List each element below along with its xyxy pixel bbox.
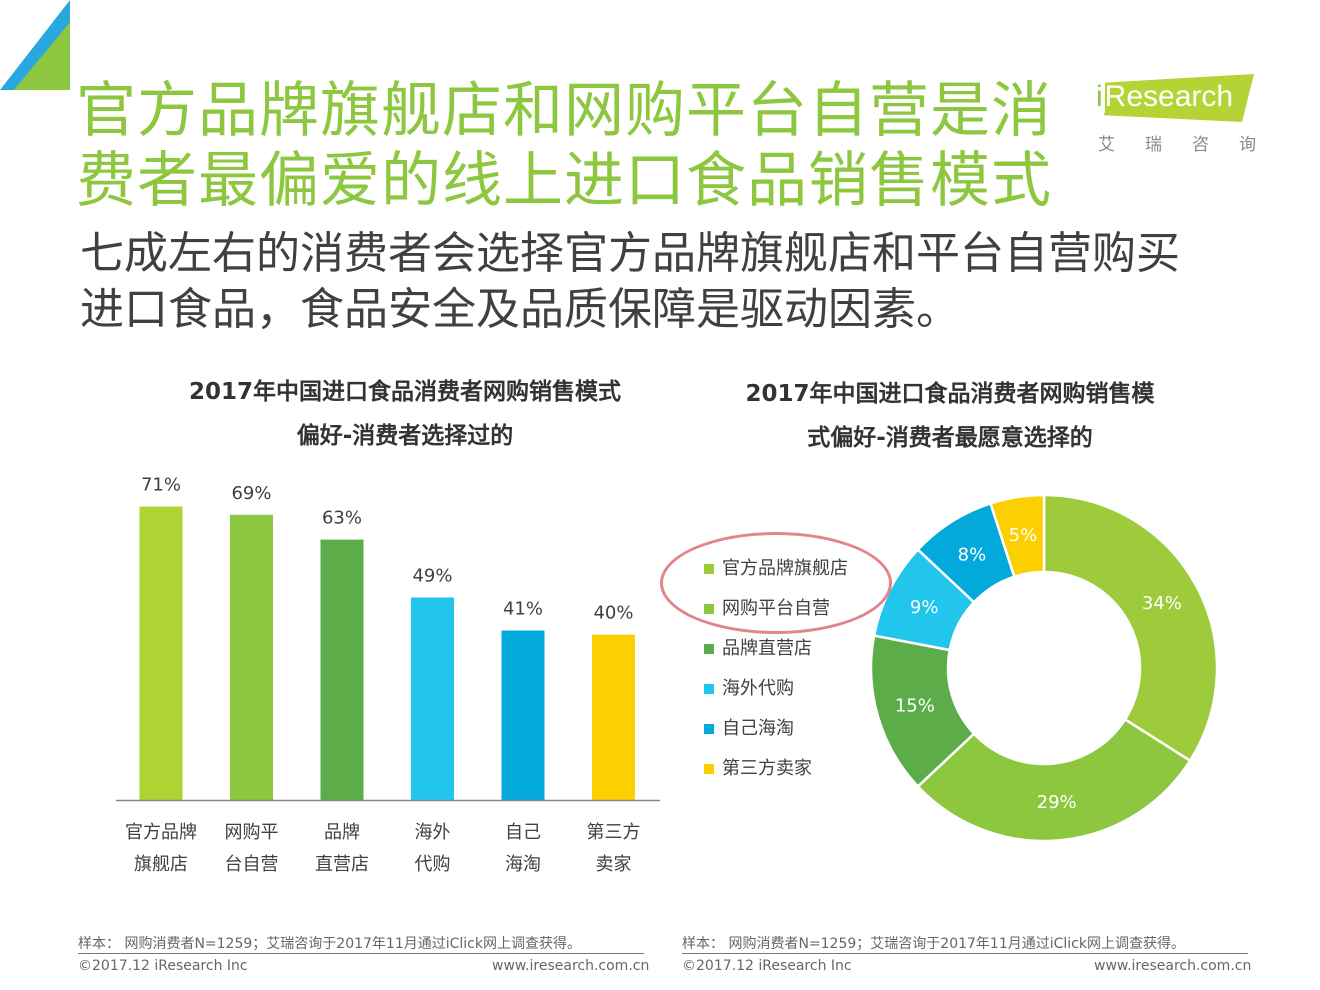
legend-swatch-1 bbox=[704, 604, 714, 614]
footnote-left-copyright: ©2017.12 iResearch Inc bbox=[78, 958, 248, 974]
bar-4 bbox=[501, 630, 545, 800]
bar-value-label-1: 69% bbox=[231, 483, 271, 504]
donut-value-label-4: 8% bbox=[958, 544, 987, 565]
bar-value-label-3: 49% bbox=[412, 565, 452, 586]
footnote-right-rule bbox=[682, 953, 1248, 954]
bar-category-label-1-line2: 台自营 bbox=[225, 854, 279, 875]
legend-item-3: 海外代购 bbox=[704, 676, 848, 716]
legend-item-2: 品牌直营店 bbox=[704, 636, 848, 676]
corner-decoration bbox=[0, 0, 70, 90]
bar-category-label-3-line2: 代购 bbox=[415, 854, 451, 875]
donut-value-label-3: 9% bbox=[910, 597, 939, 618]
bar-category-label-2-line1: 品牌 bbox=[324, 822, 360, 843]
bar-value-label-4: 41% bbox=[503, 599, 543, 620]
bar-category-label-0-line1: 官方品牌 bbox=[125, 822, 197, 843]
iresearch-logo: iResearch 艾瑞咨询 bbox=[1090, 70, 1260, 160]
bar-0 bbox=[139, 506, 183, 800]
legend-item-4: 自己海淘 bbox=[704, 716, 848, 756]
legend-label-4: 自己海淘 bbox=[722, 718, 794, 739]
donut-slice-1 bbox=[916, 717, 1192, 843]
legend-label-0: 官方品牌旗舰店 bbox=[722, 558, 848, 579]
donut-value-label-2: 15% bbox=[895, 696, 935, 717]
donut-chart-title-line1: 2017年中国进口食品消费者网购销售模 bbox=[745, 381, 1155, 407]
legend-label-1: 网购平台自营 bbox=[722, 598, 830, 619]
legend-swatch-0 bbox=[704, 564, 714, 574]
bar-chart-title-line2: 偏好-消费者选择过的 bbox=[296, 423, 514, 449]
legend-swatch-5 bbox=[704, 764, 714, 774]
bar-category-label-5-line2: 卖家 bbox=[596, 854, 632, 875]
legend-swatch-3 bbox=[704, 684, 714, 694]
legend-label-3: 海外代购 bbox=[722, 678, 794, 699]
bar-category-label-4-line2: 海淘 bbox=[505, 854, 541, 875]
footnote-left-sample: 样本： 网购消费者N=1259；艾瑞咨询于2017年11月通过iClick网上调… bbox=[78, 936, 581, 952]
bar-category-label-5-line1: 第三方 bbox=[587, 822, 641, 843]
footnote-right-copyright: ©2017.12 iResearch Inc bbox=[682, 958, 852, 974]
logo-brand-text: iResearch bbox=[1094, 80, 1234, 113]
bar-chart-title: 2017年中国进口食品消费者网购销售模式 偏好-消费者选择过的 bbox=[150, 370, 660, 458]
bar-category-label-0-line2: 旗舰店 bbox=[134, 854, 188, 875]
page-subtitle: 七成左右的消费者会选择官方品牌旗舰店和平台自营购买进口食品，食品安全及品质保障是… bbox=[80, 228, 1180, 335]
bar-2 bbox=[320, 539, 364, 800]
legend-item-5: 第三方卖家 bbox=[704, 756, 848, 796]
legend-item-1: 网购平台自营 bbox=[704, 596, 848, 636]
bar-value-label-0: 71% bbox=[141, 475, 181, 496]
footnote-right-url: www.iresearch.com.cn bbox=[1094, 958, 1252, 974]
logo-band bbox=[1104, 74, 1254, 122]
page-number: 23 bbox=[1280, 954, 1306, 978]
legend-swatch-2 bbox=[704, 644, 714, 654]
highlight-ellipse bbox=[660, 532, 892, 634]
bar-chart-title-line1: 2017年中国进口食品消费者网购销售模式 bbox=[188, 379, 621, 405]
bar-value-label-2: 63% bbox=[322, 508, 362, 529]
donut-legend: 官方品牌旗舰店 网购平台自营 品牌直营店海外代购自己海淘第三方卖家 bbox=[704, 556, 848, 796]
bar-1 bbox=[230, 514, 273, 800]
donut-slice-5 bbox=[988, 493, 1046, 579]
page-title: 官方品牌旗舰店和网购平台自营是消费者最偏爱的线上进口食品销售模式 bbox=[76, 76, 1052, 216]
bar-category-label-4-line1: 自己 bbox=[505, 822, 541, 843]
donut-chart-title: 2017年中国进口食品消费者网购销售模 式偏好-消费者最愿意选择的 bbox=[700, 372, 1200, 460]
bar-category-label-1-line1: 网购平 bbox=[225, 822, 279, 843]
footnote-right-sample: 样本： 网购消费者N=1259；艾瑞咨询于2017年11月通过iClick网上调… bbox=[682, 936, 1185, 952]
donut-value-label-1: 29% bbox=[1037, 792, 1077, 813]
legend-label-2: 品牌直营店 bbox=[722, 638, 812, 659]
donut-slice-0 bbox=[1042, 493, 1219, 763]
footnote-left-url: www.iresearch.com.cn bbox=[492, 958, 650, 974]
bar-category-label-2-line2: 直营店 bbox=[315, 854, 369, 875]
bar-value-label-5: 40% bbox=[593, 603, 633, 624]
bar-3 bbox=[411, 597, 454, 800]
footnote-left-rule bbox=[78, 953, 644, 954]
legend-swatch-4 bbox=[704, 724, 714, 734]
legend-item-0: 官方品牌旗舰店 bbox=[704, 556, 848, 596]
donut-chart-title-line2: 式偏好-消费者最愿意选择的 bbox=[807, 425, 1093, 451]
donut-value-label-0: 34% bbox=[1142, 593, 1182, 614]
donut-value-label-5: 5% bbox=[1009, 525, 1038, 546]
bar-5 bbox=[592, 634, 635, 800]
logo-i-glyph: i bbox=[1094, 80, 1105, 113]
legend-label-5: 第三方卖家 bbox=[722, 758, 812, 779]
bar-category-label-3-line1: 海外 bbox=[415, 822, 451, 843]
logo-cn-text: 艾瑞咨询 bbox=[1098, 135, 1286, 155]
